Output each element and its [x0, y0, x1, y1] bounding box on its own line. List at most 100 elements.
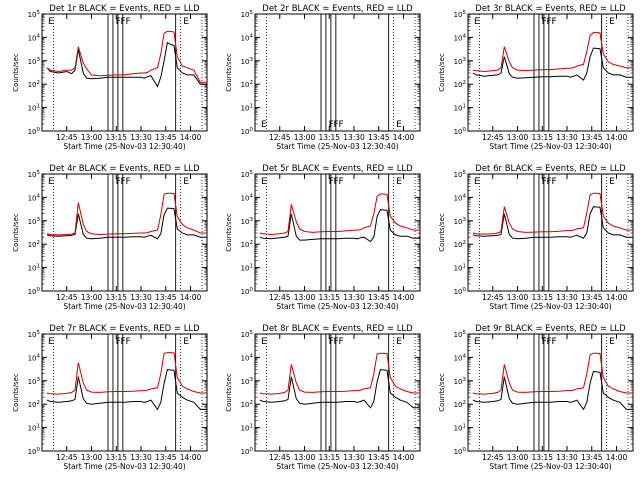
y-tick-exponent: 0 [250, 447, 254, 453]
x-tick-label: 12:45 [482, 293, 504, 302]
flag-e: E [183, 17, 189, 27]
flag-f: F [547, 337, 552, 347]
x-axis-label: Start Time (25-Nov-03 12:30:40) [63, 302, 185, 311]
y-tick-label: 101 [454, 264, 466, 273]
x-tick-label: 13:00 [81, 293, 103, 302]
series-line-lld [472, 352, 633, 395]
x-tick-label: 13:45 [155, 293, 177, 302]
y-tick-label: 100 [28, 287, 41, 296]
y-tick-label: 104 [454, 193, 467, 202]
flag-f: F [116, 17, 121, 27]
chart-title: Det 5r BLACK = Events, RED = LLD [262, 164, 413, 174]
x-tick-label: 13:30 [130, 133, 152, 142]
x-tick-label: 13:00 [294, 293, 316, 302]
flag-e: E [261, 337, 267, 347]
series-line-events [472, 206, 633, 240]
x-tick-label: 13:30 [556, 453, 578, 462]
x-tick-label: 13:00 [507, 293, 529, 302]
y-tick-exponent: 3 [463, 57, 467, 63]
y-tick-label: 103 [454, 57, 467, 66]
x-tick-label: 12:45 [269, 133, 291, 142]
y-tick-label: 101 [241, 424, 253, 433]
x-tick-label: 13:45 [155, 453, 177, 462]
flag-e: E [474, 177, 480, 187]
flag-f: F [329, 337, 334, 347]
x-axis-label: Start Time (25-Nov-03 12:30:40) [63, 462, 185, 471]
x-tick-label: 12:45 [56, 453, 78, 462]
flag-f: F [339, 120, 344, 130]
flag-f: F [116, 337, 121, 347]
x-tick-label: 14:00 [606, 133, 628, 142]
x-tick-label: 13:00 [294, 133, 316, 142]
y-tick-exponent: 1 [37, 424, 41, 430]
x-tick-label: 13:30 [556, 133, 578, 142]
y-tick-exponent: 2 [37, 80, 41, 86]
flag-f: F [339, 337, 344, 347]
chart-panel-5: Det 5r BLACK = Events, RED = LLD10010110… [225, 164, 421, 311]
y-tick-exponent: 4 [463, 353, 467, 359]
y-tick-label: 104 [241, 353, 254, 362]
flag-e: E [609, 337, 615, 347]
y-tick-exponent: 3 [463, 377, 467, 383]
y-tick-exponent: 4 [463, 193, 467, 199]
x-tick-label: 13:30 [130, 453, 152, 462]
series-line-events [259, 209, 420, 243]
plot-frame [467, 13, 634, 132]
series-line-lld [259, 193, 420, 236]
y-tick-exponent: 3 [250, 377, 254, 383]
x-tick-label: 13:45 [155, 133, 177, 142]
x-tick-label: 13:30 [556, 293, 578, 302]
flag-e: E [396, 177, 402, 187]
series-line-events [46, 41, 207, 88]
y-tick-label: 103 [28, 377, 41, 386]
y-tick-label: 100 [241, 127, 254, 136]
x-axis-label: Start Time (25-Nov-03 12:30:40) [489, 142, 611, 151]
x-tick-label: 13:00 [81, 453, 103, 462]
y-tick-exponent: 0 [463, 127, 467, 133]
y-tick-exponent: 2 [37, 400, 41, 406]
y-tick-label: 105 [454, 330, 467, 339]
chart-title: Det 9r BLACK = Events, RED = LLD [475, 324, 626, 334]
y-tick-label: 100 [28, 447, 41, 456]
x-tick-label: 12:45 [269, 453, 291, 462]
flag-f: F [339, 177, 344, 187]
x-tick-label: 13:30 [343, 133, 365, 142]
x-axis-label: Start Time (25-Nov-03 12:30:40) [489, 302, 611, 311]
flag-f: F [334, 120, 339, 130]
plot-frame [41, 13, 208, 132]
y-tick-exponent: 4 [250, 33, 254, 39]
y-axis-label: Counts/sec [225, 53, 233, 92]
flag-f: F [547, 177, 552, 187]
x-tick-label: 14:00 [180, 133, 202, 142]
x-tick-label: 14:00 [606, 293, 628, 302]
x-tick-label: 13:15 [531, 293, 553, 302]
x-tick-label: 13:45 [368, 453, 390, 462]
x-tick-label: 13:45 [581, 453, 603, 462]
x-tick-label: 14:00 [606, 453, 628, 462]
flag-e: E [474, 17, 480, 27]
y-tick-label: 105 [241, 170, 254, 179]
y-tick-label: 100 [454, 447, 467, 456]
series-line-lld [46, 30, 207, 83]
x-tick-label: 13:15 [105, 293, 127, 302]
y-tick-label: 102 [454, 240, 466, 249]
flag-e: E [48, 337, 54, 347]
chart-title: Det 2r BLACK = Events, RED = LLD [262, 4, 413, 14]
x-tick-label: 13:15 [531, 453, 553, 462]
flag-e: E [609, 17, 615, 27]
y-tick-label: 103 [454, 377, 467, 386]
y-tick-label: 105 [28, 10, 41, 19]
x-axis-label: Start Time (25-Nov-03 12:30:40) [489, 462, 611, 471]
series-line-lld [472, 192, 633, 235]
flag-e: E [396, 337, 402, 347]
y-tick-label: 102 [28, 400, 40, 409]
y-tick-exponent: 3 [37, 217, 41, 223]
y-tick-label: 104 [241, 33, 254, 42]
flag-f: F [116, 177, 121, 187]
y-tick-exponent: 3 [37, 57, 41, 63]
x-tick-label: 13:15 [531, 133, 553, 142]
x-tick-label: 12:45 [269, 293, 291, 302]
x-axis-label: Start Time (25-Nov-03 12:30:40) [276, 142, 398, 151]
x-tick-label: 13:00 [81, 133, 103, 142]
